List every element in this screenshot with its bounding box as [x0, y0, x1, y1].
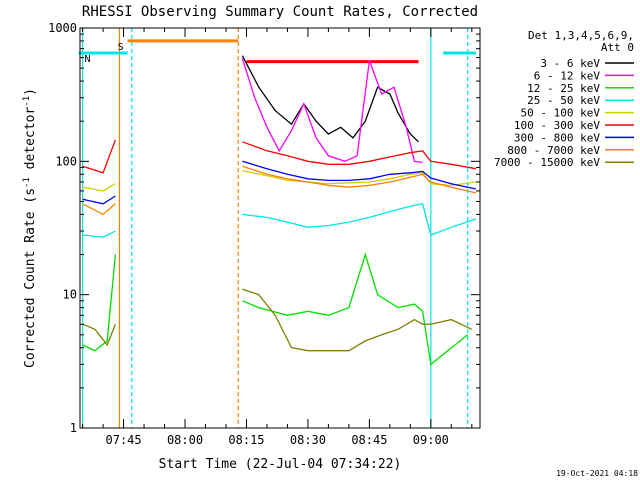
y-axis-label-exponent-1: -1: [22, 177, 32, 188]
x-axis: 07:45 08:00 08:15 08:30 08:45 09:00: [82, 28, 473, 447]
legend-label: 25 - 50 keV: [527, 94, 600, 107]
y-tick-label: 10: [63, 288, 77, 302]
y-axis-label-middle: detector: [23, 107, 38, 178]
y-axis-label-main: Corrected Count Rate (s: [23, 188, 38, 368]
legend-label: 100 - 300 keV: [514, 119, 600, 132]
plot-frame: [79, 27, 481, 429]
legend-label: 12 - 25 keV: [527, 82, 600, 95]
series-line: [242, 252, 469, 366]
series-line: [242, 288, 473, 352]
series-line: [82, 195, 116, 205]
series-line: [82, 230, 116, 238]
x-tick-label: 08:30: [290, 433, 326, 447]
series-line: [82, 254, 117, 352]
y-tick-label: 1: [70, 421, 77, 435]
series-line: [242, 170, 476, 187]
legend-header-line1: Det 1,3,4,5,6,9,: [528, 29, 634, 42]
x-tick-label: 08:15: [228, 433, 264, 447]
series-line: [242, 160, 477, 190]
date-stamp: 19-Oct-2021 04:18: [556, 469, 638, 478]
y-axis-label: Corrected Count Rate (s-1 detector-1): [22, 88, 38, 368]
x-tick-label: 09:00: [413, 433, 449, 447]
legend-label: 3 - 6 keV: [540, 57, 600, 70]
x-tick-label: 08:00: [167, 433, 203, 447]
legend-label: 50 - 100 keV: [521, 107, 601, 120]
y-axis-label-end: ): [23, 88, 38, 96]
series-line: [82, 139, 117, 174]
y-axis: 1 10 100 1000: [48, 21, 480, 435]
legend-label: 6 - 12 keV: [534, 69, 601, 82]
legend-label: 7000 - 15000 keV: [494, 156, 600, 169]
series-line: [242, 141, 477, 170]
series-line: [241, 58, 423, 164]
legend-label: 800 - 7000 keV: [507, 144, 600, 157]
series-line: [82, 183, 116, 192]
y-tick-label: 100: [55, 154, 77, 168]
legend-label: 300 - 800 keV: [514, 131, 600, 144]
x-tick-label: 07:45: [106, 433, 142, 447]
state-segment-label: N: [84, 54, 90, 65]
x-axis-label: Start Time (22-Jul-04 07:34:22): [159, 457, 402, 472]
legend-header-line2: Att 0: [601, 41, 634, 54]
chart-title: RHESSI Observing Summary Count Rates, Co…: [82, 4, 478, 20]
state-segment-label: S: [118, 42, 124, 53]
x-tick-label: 08:45: [351, 433, 387, 447]
series-line: [82, 203, 116, 216]
series-line: [242, 203, 477, 236]
series-line: [82, 323, 117, 347]
y-tick-label: 1000: [48, 21, 77, 35]
series-line: [242, 165, 477, 194]
y-axis-label-exponent-2: -1: [22, 96, 32, 107]
series-line: [241, 55, 419, 143]
plot-area: SN: [78, 28, 477, 428]
